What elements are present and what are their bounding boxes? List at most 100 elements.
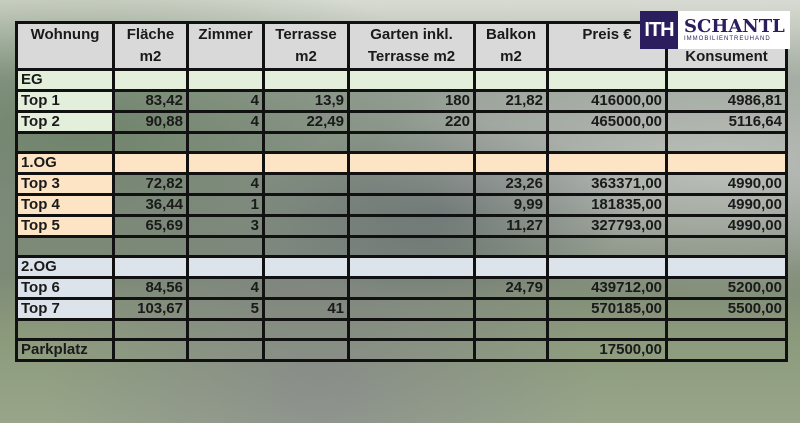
table-cell: 570185,00	[546, 297, 668, 321]
table-cell: 24,79	[473, 276, 549, 300]
column-header-line2: Terrasse m2	[367, 48, 456, 65]
column-header: Garten inkl. Terrasse m2	[347, 21, 476, 71]
table-cell: 90,88	[112, 110, 189, 134]
table-cell	[473, 110, 549, 134]
table-cell: 181835,00	[546, 193, 668, 217]
table-cell: 363371,00	[546, 172, 668, 196]
table-cell: 180	[347, 89, 476, 113]
column-header-line1: Terrasse	[275, 26, 337, 43]
table-cell	[347, 235, 476, 258]
table-cell: 9,99	[473, 193, 549, 217]
table-cell	[112, 235, 189, 258]
column-header-line1: Garten inkl.	[370, 26, 453, 43]
table-cell	[473, 318, 549, 341]
table-cell	[473, 151, 549, 175]
row-label: Top 2	[15, 110, 115, 134]
row-label	[15, 131, 115, 154]
table-cell: 5200,00	[665, 276, 788, 300]
table-cell: 13,9	[262, 89, 350, 113]
table-cell: 36,44	[112, 193, 189, 217]
table-cell	[186, 131, 265, 154]
row-label: 2.OG	[15, 255, 115, 279]
table-cell: 4990,00	[665, 193, 788, 217]
table-row: Top 6 84,56 4 24,79 439712,00 5200,00	[15, 276, 788, 300]
table-cell: 65,69	[112, 214, 189, 238]
table-cell	[347, 338, 476, 362]
table-cell: 327793,00	[546, 214, 668, 238]
table-cell: 4986,81	[665, 89, 788, 113]
table-cell	[473, 235, 549, 258]
table-cell	[262, 131, 350, 154]
table-cell	[112, 151, 189, 175]
table-row: Parkplatz 17500,00	[15, 338, 788, 362]
table-cell	[186, 255, 265, 279]
column-header: Zimmer	[186, 21, 265, 71]
row-label: Top 5	[15, 214, 115, 238]
table-cell: 3	[186, 214, 265, 238]
row-label	[15, 318, 115, 341]
table-cell: 21,82	[473, 89, 549, 113]
column-header: Terrasse m2	[262, 21, 350, 71]
schantl-logo: ITH SCHANTL IMMOBILIENTREUHAND	[640, 11, 790, 49]
table-row: Top 7 103,67 5 41 570185,00 5500,00	[15, 297, 788, 321]
table-cell: 1	[186, 193, 265, 217]
table-cell	[262, 214, 350, 238]
table-cell	[347, 193, 476, 217]
column-header-line2: Konsument	[685, 48, 768, 65]
table-cell: 220	[347, 110, 476, 134]
table-cell	[262, 235, 350, 258]
table-cell	[112, 338, 189, 362]
table-cell: 22,49	[262, 110, 350, 134]
column-header-line1: Wohnung	[30, 26, 100, 43]
table-cell	[186, 151, 265, 175]
table-cell: 84,56	[112, 276, 189, 300]
table-row	[15, 318, 788, 341]
table-cell	[546, 235, 668, 258]
ith-logo-mark: ITH	[640, 11, 678, 49]
column-header: Wohnung	[15, 21, 115, 71]
table-cell	[262, 172, 350, 196]
table-cell: 72,82	[112, 172, 189, 196]
table-cell: 41	[262, 297, 350, 321]
table-cell	[473, 131, 549, 154]
table-row	[15, 235, 788, 258]
table-cell	[473, 255, 549, 279]
table-cell	[665, 151, 788, 175]
table-cell	[665, 68, 788, 92]
table-cell: 465000,00	[546, 110, 668, 134]
table-cell	[186, 235, 265, 258]
table-cell: 4	[186, 110, 265, 134]
table-cell	[546, 318, 668, 341]
column-header: Balkon m2	[473, 21, 549, 71]
table-cell: 4	[186, 172, 265, 196]
row-label: Top 1	[15, 89, 115, 113]
column-header-line1: Preis €	[582, 26, 632, 43]
column-header-line2: m2	[139, 48, 162, 65]
table-cell	[473, 68, 549, 92]
table-cell	[546, 131, 668, 154]
row-label: Top 7	[15, 297, 115, 321]
table-cell	[262, 68, 350, 92]
table-cell	[347, 131, 476, 154]
table-cell: 11,27	[473, 214, 549, 238]
table-cell: 4	[186, 276, 265, 300]
table-row: Top 2 90,88 4 22,49 220 465000,00 5116,64	[15, 110, 788, 134]
table-cell	[262, 318, 350, 341]
column-header-line1: Zimmer	[198, 26, 253, 43]
row-label	[15, 235, 115, 258]
table-cell	[262, 151, 350, 175]
table-cell	[665, 235, 788, 258]
logo-name: SCHANTL	[684, 16, 785, 37]
table-row: Top 5 65,69 3 11,27 327793,00 4990,00	[15, 214, 788, 238]
table-cell	[347, 151, 476, 175]
row-label: Top 6	[15, 276, 115, 300]
table-cell	[665, 338, 788, 362]
table-cell: 5	[186, 297, 265, 321]
table-cell	[262, 255, 350, 279]
table-cell	[665, 255, 788, 279]
table-row: Top 4 36,44 1 9,99 181835,00 4990,00	[15, 193, 788, 217]
table-cell	[347, 318, 476, 341]
table-cell	[112, 68, 189, 92]
table-cell	[112, 255, 189, 279]
table-cell	[186, 318, 265, 341]
